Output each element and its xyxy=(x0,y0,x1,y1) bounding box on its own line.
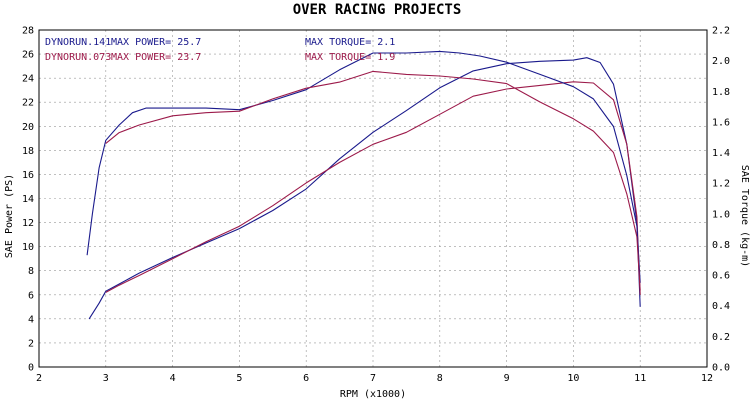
y-left-tick-label: 2 xyxy=(28,338,34,349)
legend-power-2: MAX POWER= 23.7 xyxy=(111,52,201,63)
y-left-tick-label: 24 xyxy=(22,74,34,85)
y-right-tick-label: 2.0 xyxy=(712,56,730,67)
plot-frame xyxy=(38,29,708,368)
x-tick-label: 7 xyxy=(370,373,376,384)
grid-lines xyxy=(38,29,708,368)
chart-title: OVER RACING PROJECTS xyxy=(293,2,462,18)
y-right-tick-label: 0.4 xyxy=(712,301,730,312)
y-left-tick-label: 22 xyxy=(22,98,34,109)
legend: DYNORUN.141 MAX POWER= 25.7 MAX TORQUE= … xyxy=(45,37,395,63)
x-tick-label: 12 xyxy=(701,373,713,384)
y-right-tick-label: 1.6 xyxy=(712,117,730,128)
y-left-tick-label: 4 xyxy=(28,314,34,325)
x-tick-label: 11 xyxy=(634,373,646,384)
y-left-tick-label: 14 xyxy=(22,194,34,205)
y-left-tick-label: 0 xyxy=(28,363,34,374)
y-right-tick-label: 0.0 xyxy=(712,363,730,374)
x-tick-label: 9 xyxy=(504,373,510,384)
x-tick-label: 3 xyxy=(103,373,109,384)
y-left-tick-label: 16 xyxy=(22,170,34,181)
y-left-axis-label: SAE Power (PS) xyxy=(4,174,15,258)
power-line-1 xyxy=(88,57,641,320)
x-tick-labels: 2 3 4 5 6 7 8 9 10 11 12 xyxy=(36,373,713,384)
y-right-tick-labels: 0.0 0.2 0.4 0.6 0.8 1.0 1.2 1.4 1.6 1.8 2.0 2.2 xyxy=(712,26,730,374)
torque-line-1 xyxy=(86,50,641,283)
y-left-tick-label: 8 xyxy=(28,266,34,277)
y-right-tick-label: 0.6 xyxy=(712,271,730,282)
power-line-2 xyxy=(105,81,641,295)
legend-power-1: MAX POWER= 25.7 xyxy=(111,37,201,48)
y-right-tick-label: 2.2 xyxy=(712,26,730,37)
legend-run-1: DYNORUN.141 xyxy=(45,37,111,48)
x-tick-label: 10 xyxy=(567,373,579,384)
y-right-tick-label: 1.4 xyxy=(712,148,730,159)
torque-line-2 xyxy=(105,70,641,291)
y-left-tick-label: 18 xyxy=(22,146,34,157)
x-tick-label: 6 xyxy=(303,373,309,384)
legend-torque-2: MAX TORQUE= 1.9 xyxy=(305,52,395,63)
data-series xyxy=(86,50,641,320)
y-right-tick-label: 1.8 xyxy=(712,87,730,98)
y-right-tick-label: 0.2 xyxy=(712,332,730,343)
y-left-tick-label: 6 xyxy=(28,290,34,301)
y-right-tick-label: 0.8 xyxy=(712,240,730,251)
y-left-tick-label: 28 xyxy=(22,26,34,37)
y-right-tick-label: 1.2 xyxy=(712,179,730,190)
x-tick-label: 8 xyxy=(437,373,443,384)
x-tick-label: 4 xyxy=(170,373,176,384)
x-tick-label: 2 xyxy=(36,373,42,384)
y-right-tick-label: 1.0 xyxy=(712,209,730,220)
legend-torque-1: MAX TORQUE= 2.1 xyxy=(305,37,395,48)
y-left-tick-label: 20 xyxy=(22,122,34,133)
legend-run-2: DYNORUN.073 xyxy=(45,52,111,63)
y-left-tick-label: 12 xyxy=(22,218,34,229)
x-axis-label: RPM (x1000) xyxy=(340,389,406,400)
y-right-axis-label: SAE Torque (kg-m) xyxy=(739,165,750,267)
y-left-tick-label: 10 xyxy=(22,242,34,253)
x-tick-label: 5 xyxy=(236,373,242,384)
y-left-tick-label: 26 xyxy=(22,50,34,61)
